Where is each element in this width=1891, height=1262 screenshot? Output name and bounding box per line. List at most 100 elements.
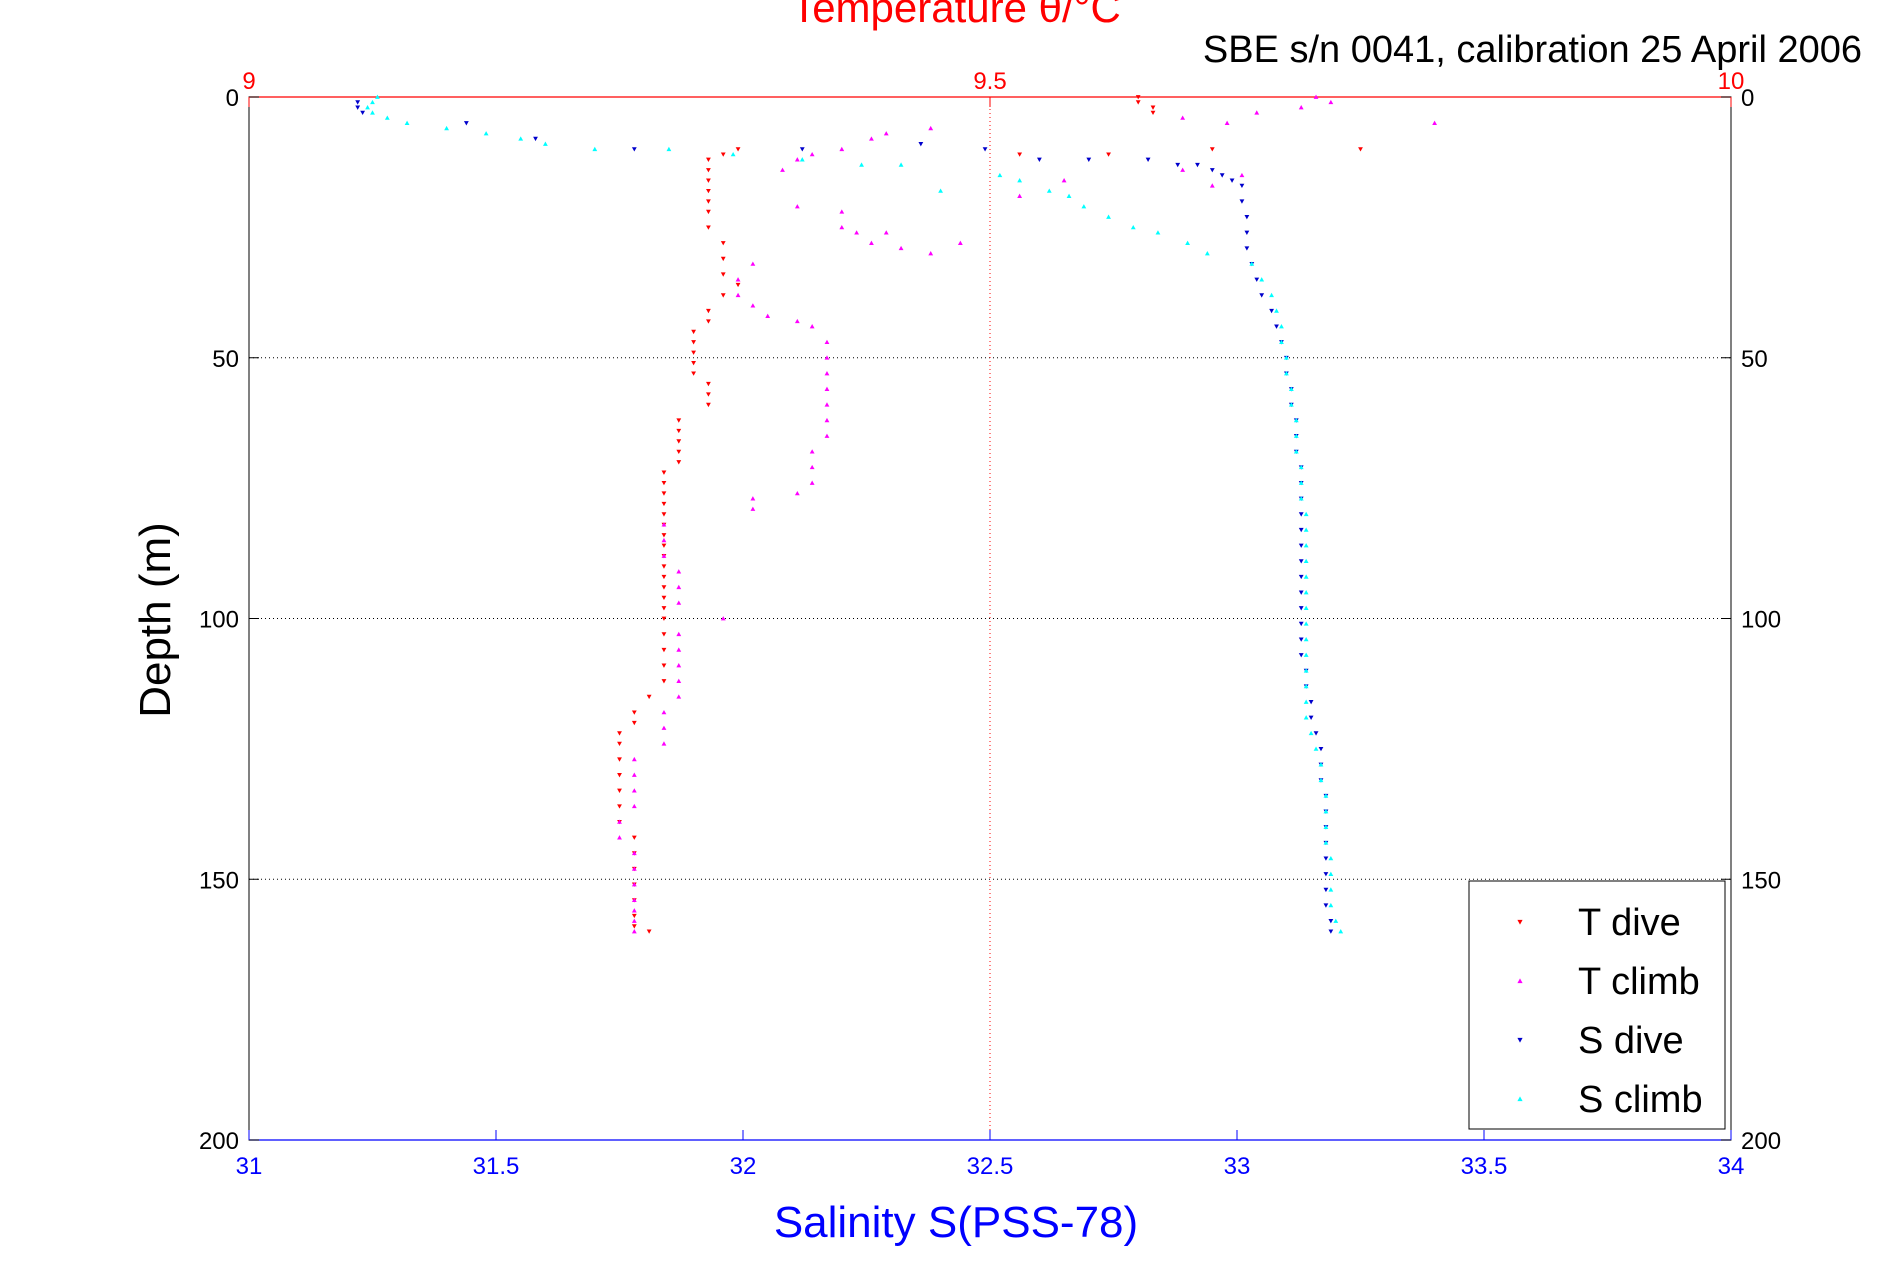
point-s-climb [1338, 929, 1344, 934]
point-s-dive [1298, 559, 1304, 564]
point-s-climb [1017, 178, 1023, 183]
point-t-climb [794, 204, 800, 209]
point-s-dive [1298, 574, 1304, 580]
point-s-climb [483, 131, 489, 136]
point-s-climb [1155, 230, 1161, 235]
point-t-dive [661, 491, 667, 496]
point-t-dive [706, 319, 711, 324]
point-t-dive [676, 460, 682, 465]
point-s-dive [1298, 527, 1304, 533]
point-s-climb [1185, 240, 1190, 245]
point-s-climb [1284, 370, 1289, 376]
point-s-climb [799, 157, 805, 162]
point-s-climb [1318, 777, 1324, 783]
point-s-dive [1274, 324, 1279, 329]
point-t-dive [631, 720, 637, 726]
point-t-climb [720, 616, 726, 621]
point-t-climb [1239, 172, 1245, 178]
point-t-climb [1017, 193, 1023, 199]
depth-tick-label-right: 150 [1741, 867, 1781, 894]
legend-marker-t-dive [1517, 919, 1523, 925]
point-s-dive [533, 136, 538, 142]
point-s-dive [1328, 919, 1334, 924]
point-s-climb [898, 162, 904, 167]
point-s-dive [1175, 162, 1181, 168]
point-t-climb [676, 584, 682, 590]
legend-marker-t-climb [1517, 978, 1523, 984]
point-t-dive [720, 272, 726, 277]
point-t-climb [631, 772, 637, 777]
point-t-climb [631, 929, 637, 934]
point-t-dive [661, 663, 667, 668]
point-s-climb [1318, 762, 1324, 767]
point-s-climb [1259, 277, 1265, 282]
point-t-climb [809, 151, 815, 157]
point-t-climb [824, 417, 830, 423]
point-t-climb [676, 663, 682, 668]
point-s-climb [1298, 464, 1304, 470]
point-t-dive [676, 439, 682, 444]
point-t-dive [646, 694, 652, 700]
point-t-climb [869, 240, 874, 245]
point-s-climb [730, 151, 736, 157]
point-s-dive [982, 147, 988, 152]
point-t-climb [676, 694, 682, 699]
point-t-dive [720, 241, 726, 246]
point-t-climb [809, 480, 815, 485]
point-t-dive [1358, 147, 1363, 152]
point-s-climb [1328, 902, 1334, 908]
point-s-climb [1106, 214, 1111, 219]
point-t-climb [1298, 105, 1304, 110]
point-s-climb [1303, 543, 1309, 548]
point-t-climb [617, 819, 622, 824]
point-s-climb [1308, 730, 1314, 736]
point-s-climb [1293, 449, 1299, 454]
point-s-dive [1318, 746, 1324, 752]
point-s-dive [1244, 246, 1250, 251]
point-s-climb [1303, 511, 1309, 517]
point-t-climb [824, 355, 830, 360]
point-t-climb [676, 647, 682, 652]
point-s-climb [1298, 480, 1304, 485]
point-s-climb [1284, 355, 1289, 360]
point-t-climb [883, 230, 889, 235]
legend: T dive T climb S dive S climb [1468, 880, 1726, 1130]
point-s-dive [1323, 887, 1329, 893]
point-t-dive [1017, 152, 1023, 157]
point-t-dive [631, 913, 637, 919]
point-s-dive [1086, 157, 1092, 162]
depth-tick-label-right: 50 [1741, 346, 1768, 373]
salinity-tick-label: 33.5 [1461, 1153, 1508, 1180]
point-s-climb [1269, 292, 1274, 298]
point-s-climb [1303, 590, 1309, 595]
legend-box [1468, 880, 1726, 1130]
depth-tick-label-left: 50 [212, 346, 239, 373]
point-s-climb [859, 162, 864, 167]
point-t-climb [676, 569, 682, 574]
point-t-climb [750, 261, 756, 266]
point-t-climb [750, 303, 756, 308]
point-t-dive [706, 188, 711, 194]
point-s-climb [666, 146, 672, 152]
point-t-climb [631, 788, 637, 793]
point-s-climb [1333, 918, 1339, 923]
legend-label-t-dive: T dive [1578, 902, 1681, 944]
axis-ticks: 0 0 50 50 100 100 150 150 200 200 9 9.5 10 31 31.5 32 32… [199, 68, 1781, 1180]
point-t-climb [676, 678, 682, 683]
point-t-dive [706, 225, 711, 230]
point-t-dive [631, 835, 637, 840]
point-t-dive [617, 804, 622, 809]
point-t-dive [735, 147, 741, 152]
salinity-tick-label: 31 [236, 1153, 263, 1180]
point-t-dive [661, 512, 667, 517]
point-t-climb [1254, 110, 1260, 115]
y-axis-label: Depth (m) [131, 522, 180, 718]
point-s-climb [1303, 605, 1309, 610]
point-t-climb [794, 157, 800, 162]
point-t-climb [780, 167, 785, 172]
point-t-dive [706, 209, 711, 215]
point-t-climb [765, 313, 771, 318]
point-t-climb [631, 866, 637, 871]
point-s-dive [1244, 215, 1250, 220]
point-t-dive [706, 308, 711, 314]
